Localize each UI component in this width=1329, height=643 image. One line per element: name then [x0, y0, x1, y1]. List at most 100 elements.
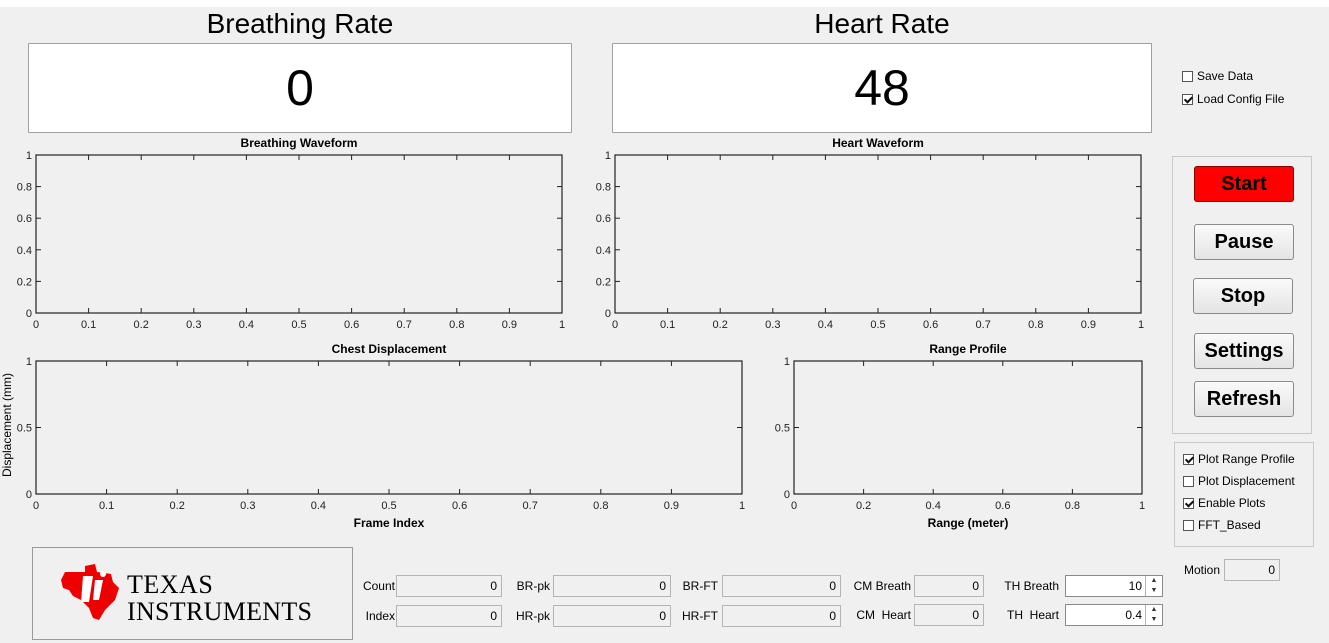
breathing-waveform-plot: 0 0.1 0.2 0.3 0.4 0.5 0.6 0.7 0.8 0.9 1 0 0.2 0.4 0.6 0…	[17, 150, 565, 331]
enable-plots-check[interactable]	[1183, 497, 1194, 509]
th-heart-spinner[interactable]: 0.4 ▲ ▼	[1065, 604, 1163, 626]
index-label: Index	[365, 609, 395, 623]
cm-heart-field: 0	[914, 604, 984, 626]
plot-range-profile-check[interactable]	[1183, 453, 1194, 465]
x-tick-label: 0.3	[765, 319, 780, 331]
chest-displacement-xlabel: Frame Index	[353, 516, 425, 530]
spin-down-icon[interactable]: ▼	[1150, 587, 1158, 594]
load-config-file-label: Load Config File	[1197, 92, 1285, 106]
fft-based-checkbox[interactable]: FFT_Based	[1183, 518, 1261, 532]
br-pk-label: BR-pk	[516, 579, 550, 593]
spin-up-icon[interactable]: ▲	[1150, 577, 1158, 584]
x-tick-label: 0.8	[1028, 319, 1043, 331]
breathing-rate-display: 0	[28, 43, 572, 133]
x-tick-label: 0.6	[995, 500, 1010, 512]
hr-pk-label: HR-pk	[515, 609, 550, 623]
plot-frame	[793, 360, 1143, 495]
th-breath-label: TH Breath	[1004, 579, 1059, 593]
y-tick-label: 1	[26, 150, 32, 162]
plot-range-profile-checkbox[interactable]: Plot Range Profile	[1183, 452, 1295, 466]
chest-displacement-ylabel: Displacement (mm)	[0, 373, 14, 478]
x-tick-label: 0.5	[381, 500, 396, 512]
enable-plots-checkbox[interactable]: Enable Plots	[1183, 496, 1265, 510]
plot-displacement-label: Plot Displacement	[1198, 474, 1295, 488]
th-breath-stepper[interactable]: ▲ ▼	[1145, 576, 1162, 596]
heart-waveform-plot: 0 0.1 0.2 0.3 0.4 0.5 0.6 0.7 0.8 0.9 1 0 0.2 0.4 0.6 0…	[596, 150, 1144, 331]
br-ft-field: 0	[722, 575, 841, 597]
x-tick-label: 1	[1138, 319, 1144, 331]
chest-displacement-plot: 0 0.1 0.2 0.3 0.4 0.5 0.6 0.7 0.8 0.9 1 0 0.5 1	[17, 356, 745, 512]
x-tick-label: 0.9	[1081, 319, 1096, 331]
x-tick-label: 0.7	[523, 500, 538, 512]
settings-button[interactable]: Settings	[1194, 333, 1294, 369]
load-config-file-check[interactable]	[1182, 93, 1193, 105]
y-tick-label: 0.8	[17, 182, 32, 194]
hr-ft-field: 0	[722, 605, 841, 627]
y-tick-label: 0	[26, 489, 32, 501]
hr-ft-label: HR-FT	[682, 609, 718, 623]
save-data-checkbox[interactable]: Save Data	[1182, 69, 1253, 83]
x-tick-label: 0.1	[660, 319, 675, 331]
x-tick-label: 0.6	[923, 319, 938, 331]
x-tick-label: 0.4	[311, 500, 326, 512]
x-tick-label: 0.9	[502, 319, 517, 331]
motion-label: Motion	[1183, 563, 1220, 577]
logo-text-instruments: INSTRUMENTS	[127, 597, 313, 626]
save-data-check[interactable]	[1182, 70, 1193, 82]
y-tick-label: 0.4	[17, 245, 32, 257]
breathing-rate-title: Breathing Rate	[206, 8, 394, 39]
x-tick-label: 0.1	[81, 319, 96, 331]
th-heart-stepper[interactable]: ▲ ▼	[1145, 605, 1162, 625]
y-tick-label: 0.6	[596, 213, 611, 225]
fft-based-check[interactable]	[1183, 519, 1194, 531]
y-tick-label: 0.2	[17, 276, 32, 288]
refresh-button[interactable]: Refresh	[1194, 381, 1294, 417]
th-breath-value[interactable]: 10	[1128, 579, 1142, 593]
x-tick-label: 0.2	[170, 500, 185, 512]
plot-displacement-checkbox[interactable]: Plot Displacement	[1183, 474, 1295, 488]
x-tick-label: 0.2	[713, 319, 728, 331]
pause-button[interactable]: Pause	[1194, 224, 1294, 260]
range-profile-xlabel: Range (meter)	[927, 516, 1009, 530]
x-tick-label: 0.7	[397, 319, 412, 331]
x-tick-label: 0	[33, 319, 39, 331]
cm-breath-field: 0	[914, 575, 984, 597]
br-pk-field: 0	[553, 575, 671, 597]
x-tick-label: 0.8	[1065, 500, 1080, 512]
stop-button[interactable]: Stop	[1193, 278, 1293, 314]
x-tick-label: 0.3	[186, 319, 201, 331]
texas-instruments-logo-icon	[61, 564, 119, 620]
y-tick-label: 0	[26, 308, 32, 320]
x-tick-label: 0.1	[99, 500, 114, 512]
spin-up-icon[interactable]: ▲	[1150, 606, 1158, 613]
y-tick-label: 0.8	[596, 182, 611, 194]
enable-plots-label: Enable Plots	[1198, 496, 1266, 510]
br-ft-label: BR-FT	[682, 579, 718, 593]
y-tick-label: 1	[784, 356, 790, 368]
start-button[interactable]: Start	[1194, 166, 1294, 202]
control-panel	[1172, 156, 1312, 434]
spin-down-icon[interactable]: ▼	[1150, 616, 1158, 623]
x-tick-label: 0.3	[240, 500, 255, 512]
load-config-file-checkbox[interactable]: Load Config File	[1182, 92, 1284, 106]
x-tick-label: 0.6	[452, 500, 467, 512]
th-heart-value[interactable]: 0.4	[1125, 608, 1142, 622]
y-tick-label: 0.5	[775, 423, 790, 435]
save-data-label: Save Data	[1197, 69, 1254, 83]
y-tick-label: 0.4	[596, 245, 611, 257]
x-tick-label: 0.8	[593, 500, 608, 512]
x-tick-label: 0.2	[134, 319, 149, 331]
heart-rate-title: Heart Rate	[814, 8, 950, 39]
x-tick-label: 1	[1139, 500, 1145, 512]
plot-frame	[35, 360, 743, 495]
plot-displacement-check[interactable]	[1183, 475, 1194, 487]
plot-options-panel	[1174, 442, 1314, 547]
y-tick-label: 1	[605, 150, 611, 162]
fft-based-label: FFT_Based	[1198, 518, 1261, 532]
count-label: Count	[362, 579, 395, 593]
y-tick-label: 0.6	[17, 213, 32, 225]
heart-rate-display: 48	[612, 43, 1152, 133]
th-breath-spinner[interactable]: 10 ▲ ▼	[1065, 575, 1163, 597]
x-tick-label: 0.4	[818, 319, 833, 331]
plot-frame	[35, 154, 563, 314]
